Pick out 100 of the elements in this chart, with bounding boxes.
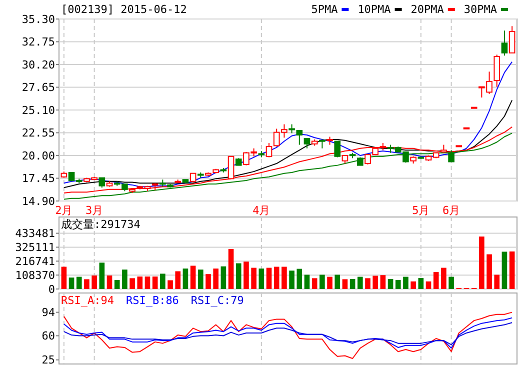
line-series <box>63 317 513 349</box>
bar <box>228 249 234 289</box>
x-tick-label: 3月 <box>86 204 104 217</box>
bar <box>152 276 158 289</box>
bar <box>312 278 318 289</box>
candlestick <box>228 156 234 180</box>
candlestick <box>296 130 303 146</box>
y-tick-label: 25 <box>42 354 55 365</box>
bar <box>479 236 484 289</box>
bar <box>380 275 386 289</box>
x-tick-label: 2月 <box>55 204 73 217</box>
candlestick <box>266 142 272 158</box>
y-tick-label: 216741 <box>15 254 55 268</box>
bar <box>289 270 294 289</box>
y-tick-label: 27.65 <box>22 81 55 94</box>
bar <box>486 254 492 289</box>
y-tick-label: 32.75 <box>22 36 55 49</box>
bar <box>327 276 332 289</box>
y-tick-label: 108370 <box>15 268 55 282</box>
bar <box>84 279 90 289</box>
bar <box>182 268 188 289</box>
bar <box>99 262 105 289</box>
candlestick <box>98 177 106 188</box>
bar <box>106 276 112 289</box>
series-label: RSI_A:94 <box>61 294 114 307</box>
bar <box>426 281 432 289</box>
bar <box>266 268 272 289</box>
bar <box>296 268 302 289</box>
bar <box>372 276 378 289</box>
candlestick <box>501 30 508 56</box>
bar <box>213 268 219 289</box>
bar <box>502 252 508 289</box>
y-tick-label: 94 <box>42 306 56 320</box>
y-tick-label: 30.20 <box>22 58 55 72</box>
y-tick-label: 14.90 <box>22 194 55 208</box>
bar <box>236 263 242 289</box>
line-series <box>63 61 513 188</box>
y-tick-label: 35.30 <box>22 12 55 26</box>
bar <box>175 271 181 289</box>
bar <box>433 272 439 289</box>
bar <box>61 266 67 289</box>
bar <box>304 274 310 289</box>
bar <box>251 268 256 289</box>
x-tick-label: 6月 <box>442 204 460 217</box>
text: RSI_B:86 <box>126 294 179 307</box>
bar <box>130 278 135 289</box>
legend-label: 10PMA <box>358 3 392 16</box>
y-tick-label: 433481 <box>15 227 55 240</box>
bar <box>334 274 340 289</box>
line-series <box>63 100 513 188</box>
bar <box>418 278 424 289</box>
bar <box>357 276 363 289</box>
candlestick <box>448 150 454 162</box>
bar <box>441 268 446 289</box>
bar <box>258 268 264 289</box>
legend-label: 5PMA <box>311 3 338 16</box>
bar <box>220 266 226 289</box>
line-series <box>63 126 513 194</box>
line-series <box>63 132 513 200</box>
bar <box>350 278 356 289</box>
bar <box>494 274 500 289</box>
bar <box>198 270 204 289</box>
bar <box>509 251 515 289</box>
bar <box>137 276 143 289</box>
bar <box>365 278 370 289</box>
legend-label: 20PMA <box>410 3 444 16</box>
line-series <box>63 312 513 359</box>
bar <box>274 266 280 289</box>
bar <box>168 280 173 289</box>
legend-label: 30PMA <box>464 3 498 16</box>
bar <box>76 276 82 289</box>
y-tick-label: 60 <box>42 330 55 343</box>
bar <box>410 281 416 289</box>
y-tick-label: 325111 <box>15 241 55 254</box>
x-tick-label: 4月 <box>252 204 270 217</box>
bar <box>448 276 454 289</box>
bar <box>190 266 196 289</box>
y-tick-label: 22.55 <box>22 126 55 140</box>
bar <box>68 278 74 289</box>
chart-title: [002139] 2015-06-12 <box>61 3 187 16</box>
y-tick-label: 17.45 <box>22 172 55 186</box>
bar <box>395 280 401 289</box>
candlestick <box>508 26 516 54</box>
line-series <box>63 322 513 346</box>
y-tick-label: 20.00 <box>22 149 55 162</box>
bar <box>114 280 120 289</box>
bar <box>92 276 97 289</box>
y-tick-label: 0 <box>48 282 55 296</box>
bar <box>244 262 249 289</box>
bar <box>206 274 211 289</box>
chart-title: 成交量:291734 <box>61 218 141 231</box>
bar <box>320 274 325 289</box>
bar <box>282 266 287 289</box>
bar <box>342 279 348 289</box>
candlestick <box>304 138 310 149</box>
bar <box>403 276 408 289</box>
bar <box>388 278 394 289</box>
y-tick-label: 25.10 <box>22 104 55 117</box>
candlestick <box>334 140 341 158</box>
bar <box>160 274 166 289</box>
